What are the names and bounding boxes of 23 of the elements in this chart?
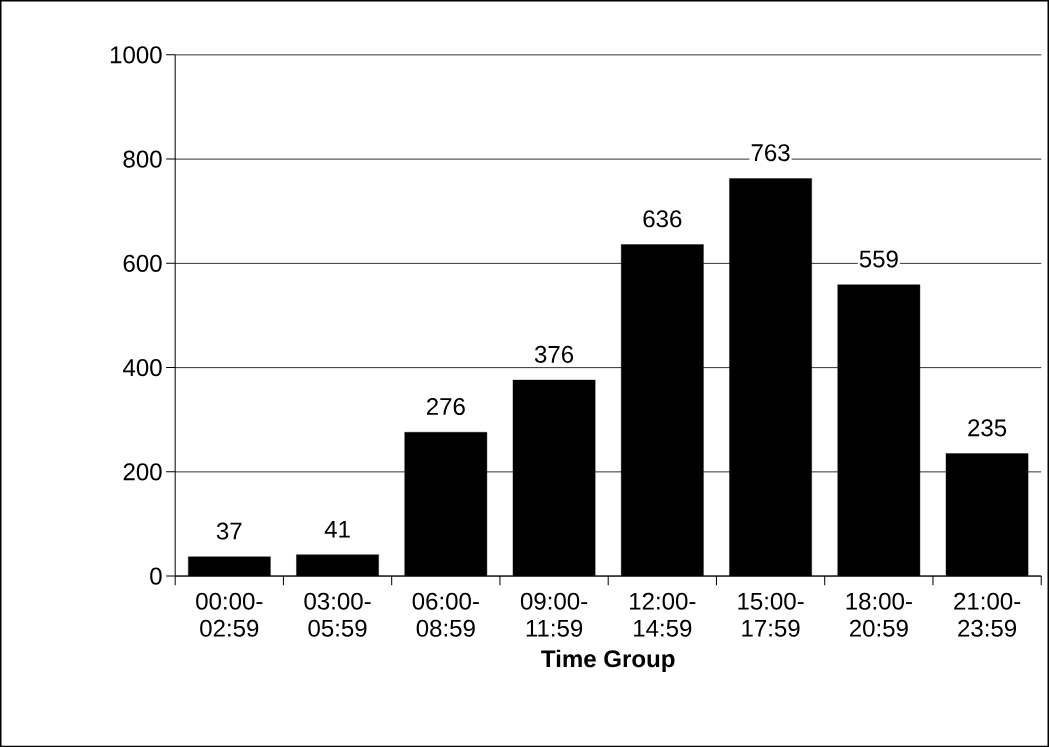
x-tick-label: 03:00-05:59: [304, 592, 371, 637]
y-tick-label: 200: [123, 463, 162, 481]
data-label: 636: [643, 210, 682, 228]
x-tick-label: 15:00-17:59: [738, 592, 804, 637]
data-label: 235: [968, 419, 1007, 437]
x-tick-label: 00:00-02:59: [196, 592, 263, 637]
data-label: 559: [859, 250, 898, 268]
x-tick-label: 06:00-08:59: [412, 592, 479, 637]
y-tick-label: 0: [150, 567, 162, 585]
y-tick-label: 800: [123, 150, 162, 168]
x-tick-label: 18:00-20:59: [846, 592, 912, 637]
y-tick-label: 400: [123, 358, 162, 377]
data-label: 41: [324, 520, 350, 538]
data-label: 763: [751, 144, 790, 162]
x-axis-title: Time Group: [541, 649, 675, 672]
data-label: 276: [426, 397, 465, 415]
data-label: 376: [534, 345, 574, 363]
x-tick-label: 12:00-14:59: [630, 592, 696, 637]
x-tick-label: 09:00-11:59: [520, 592, 588, 637]
x-tick-label: 21:00-23:59: [954, 592, 1021, 637]
y-tick-label: 1000: [110, 46, 162, 64]
data-label: 37: [216, 522, 242, 540]
y-tick-label: 600: [123, 254, 162, 272]
